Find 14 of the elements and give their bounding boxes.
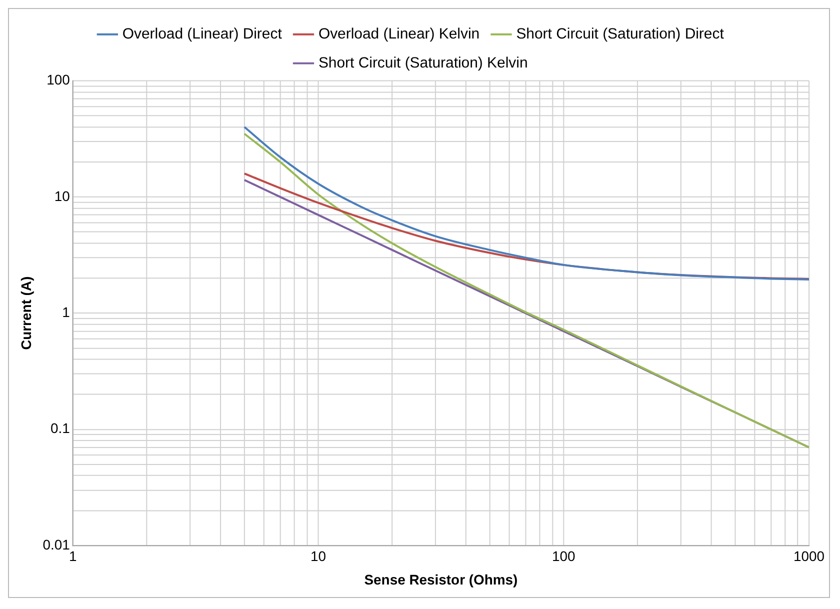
legend-label: Overload (Linear) Kelvin <box>318 26 480 43</box>
x-tick-label: 1000 <box>794 548 825 564</box>
y-axis-title: Current (A) <box>18 276 34 350</box>
legend-label: Short Circuit (Saturation) Kelvin <box>318 54 528 72</box>
y-tick-label: 100 <box>46 72 70 88</box>
x-tick-label: 100 <box>552 548 576 564</box>
legend-label: Overload (Linear) Direct <box>122 26 283 43</box>
legend-label: Short Circuit (Saturation) Direct <box>516 26 725 43</box>
y-tick-label: 0.01 <box>42 536 70 552</box>
y-tick-label: 1 <box>62 304 70 320</box>
x-tick-label: 10 <box>310 548 326 564</box>
y-tick-label: 0.1 <box>50 420 70 436</box>
y-tick-label: 10 <box>54 188 70 204</box>
x-axis-title: Sense Resistor (Ohms) <box>364 572 518 588</box>
